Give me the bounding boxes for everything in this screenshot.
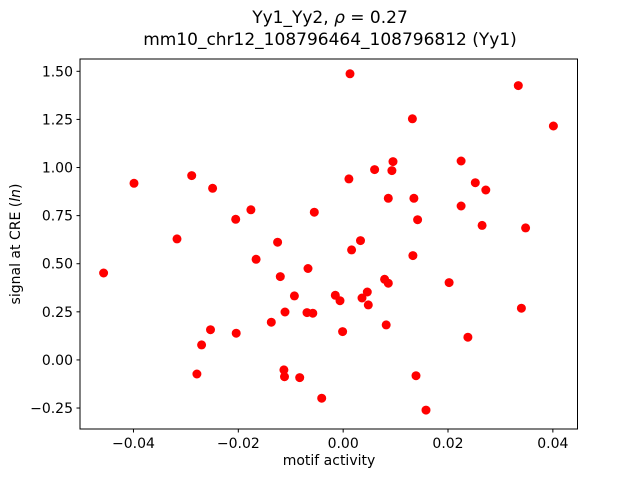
data-point: [192, 369, 202, 379]
y-tick-label: 1.25: [42, 112, 73, 128]
chart-subtitle: mm10_chr12_108796464_108796812 (Yy1): [143, 30, 517, 50]
data-point: [388, 157, 398, 167]
data-point: [513, 81, 523, 91]
data-point: [280, 372, 289, 382]
data-point: [303, 264, 313, 273]
data-point: [456, 156, 466, 166]
data-point: [317, 393, 327, 403]
x-tick-label: 0.04: [537, 436, 568, 452]
data-point: [383, 278, 393, 288]
x-tick-label: 0.02: [432, 436, 463, 452]
data-point: [197, 340, 207, 350]
y-tick-label: 0.25: [42, 305, 73, 321]
data-point: [444, 278, 454, 288]
data-point: [409, 193, 419, 203]
y-tick-label: 1.50: [42, 64, 73, 80]
data-point: [206, 325, 215, 335]
x-tick-label: −0.04: [112, 436, 155, 452]
data-point: [411, 371, 421, 381]
x-tick-label: −0.02: [217, 436, 260, 452]
data-point: [187, 171, 197, 181]
data-point: [231, 214, 241, 224]
data-point: [344, 174, 354, 184]
data-point: [345, 69, 355, 79]
x-axis-label: motif activity: [283, 453, 376, 469]
data-point: [309, 207, 319, 217]
data-point: [370, 165, 380, 175]
y-axis-label: signal at CRE (ln): [8, 184, 24, 305]
data-point: [381, 320, 391, 330]
data-point: [357, 293, 367, 303]
data-point: [251, 254, 261, 264]
x-tick-label: 0.00: [328, 436, 359, 452]
y-tick-label: −0.25: [30, 401, 73, 417]
data-point: [129, 178, 139, 188]
data-point: [481, 185, 491, 195]
data-point: [308, 308, 318, 318]
data-point: [279, 365, 289, 375]
data-point: [356, 236, 365, 246]
data-point: [413, 215, 423, 225]
data-point: [470, 178, 480, 188]
y-tick-label: 0.50: [42, 257, 73, 273]
data-point: [335, 296, 345, 306]
chart-title: Yy1_Yy2, ρ = 0.27: [251, 8, 408, 28]
data-point: [295, 373, 305, 383]
data-point: [246, 205, 256, 215]
data-point: [338, 327, 348, 337]
data-point: [387, 166, 397, 176]
data-point: [172, 234, 182, 244]
data-point: [280, 307, 290, 317]
data-point: [463, 332, 473, 342]
data-point: [275, 272, 285, 282]
data-point: [99, 268, 109, 278]
data-point: [408, 251, 418, 261]
data-point: [548, 121, 558, 131]
data-point: [477, 220, 487, 230]
data-point: [383, 193, 393, 203]
data-point: [231, 328, 241, 338]
data-point: [273, 237, 283, 247]
plot-area: [79, 58, 578, 430]
data-point: [363, 300, 373, 310]
data-point: [407, 114, 417, 124]
data-point: [347, 245, 357, 255]
data-point: [421, 405, 431, 415]
data-point: [362, 287, 372, 297]
data-point: [521, 223, 531, 233]
x-axis-ticks: −0.04 −0.02 0.00 0.02 0.04: [112, 429, 569, 452]
y-tick-label: 0.75: [42, 209, 73, 225]
y-tick-label: 0.00: [42, 353, 73, 369]
y-tick-label: 1.00: [42, 161, 73, 177]
y-axis-ticks: −0.25 0.00 0.25 0.50 0.75 1.00 1.25 1.50: [30, 64, 80, 417]
data-point: [456, 201, 466, 211]
data-point: [516, 303, 526, 313]
data-point: [266, 317, 276, 327]
data-point: [208, 183, 218, 193]
data-points: [99, 69, 558, 415]
data-point: [289, 291, 299, 301]
